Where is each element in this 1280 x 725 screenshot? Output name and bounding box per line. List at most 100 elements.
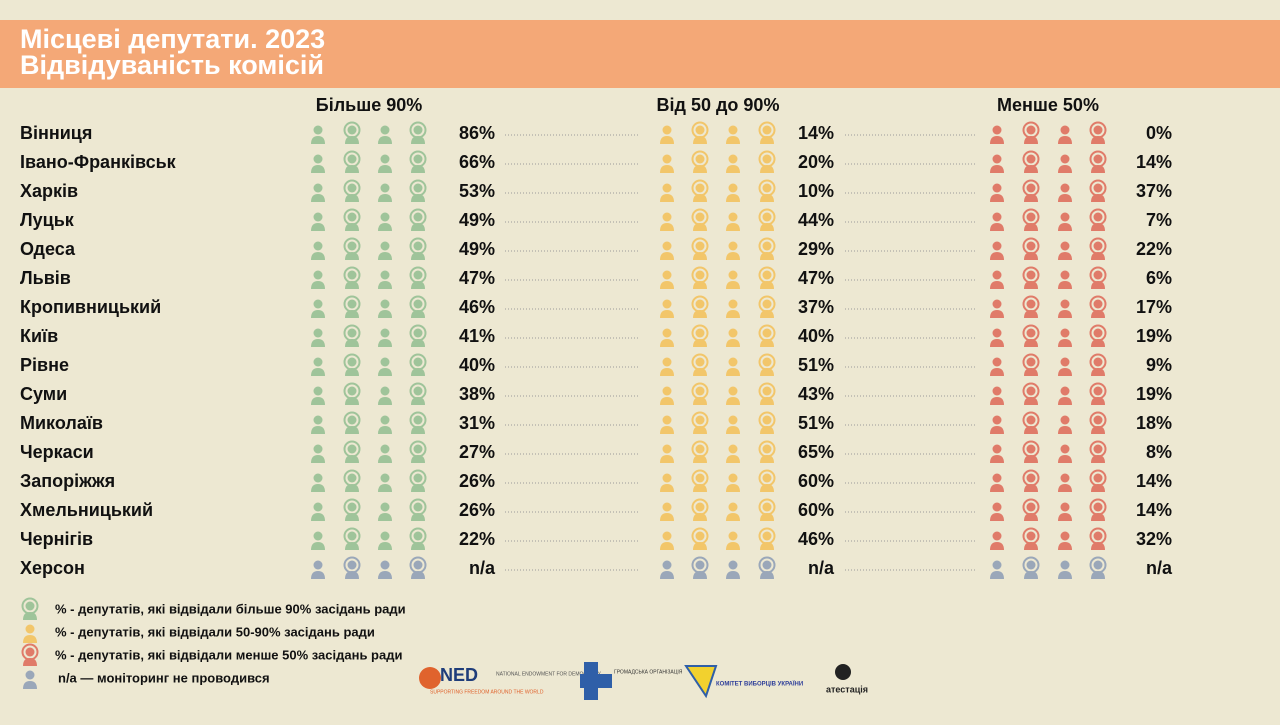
icon-head bbox=[1060, 125, 1070, 135]
person-icon bbox=[660, 444, 674, 463]
person-icon bbox=[726, 531, 740, 550]
icon-head bbox=[380, 270, 390, 280]
person-icon bbox=[660, 473, 674, 492]
icon-head bbox=[1093, 444, 1103, 454]
icon-head bbox=[1060, 415, 1070, 425]
icon-head bbox=[762, 299, 772, 309]
column-header: Менше 50% bbox=[997, 95, 1099, 115]
logo-cvu: КОМІТЕТ ВИБОРЦІВ УКРАЇНИ bbox=[716, 681, 803, 688]
person-icon bbox=[343, 237, 361, 260]
icon-body bbox=[1058, 165, 1072, 173]
icon-head bbox=[695, 183, 705, 193]
icon-head bbox=[762, 212, 772, 222]
person-icon bbox=[758, 295, 776, 318]
icon-head bbox=[1093, 328, 1103, 338]
person-icon bbox=[990, 560, 1004, 579]
icon-head bbox=[1026, 299, 1036, 309]
cell-value: 8% bbox=[1146, 442, 1172, 462]
person-icon bbox=[409, 237, 427, 260]
person-icon bbox=[378, 183, 392, 202]
person-icon bbox=[343, 266, 361, 289]
person-icon bbox=[1089, 440, 1107, 463]
person-icon bbox=[1089, 266, 1107, 289]
person-icon bbox=[1089, 382, 1107, 405]
icon-body bbox=[726, 252, 740, 260]
icon-body bbox=[378, 484, 392, 492]
icon-head bbox=[762, 560, 772, 570]
cell-value: 43% bbox=[798, 384, 834, 404]
icon-body bbox=[411, 484, 425, 492]
icon-head bbox=[662, 386, 672, 396]
person-icon bbox=[311, 299, 325, 318]
icon-body bbox=[311, 513, 325, 521]
logo-ned: NED bbox=[440, 665, 478, 685]
person-icon bbox=[1022, 324, 1040, 347]
cell-value: 31% bbox=[459, 413, 495, 433]
icon-head bbox=[1093, 183, 1103, 193]
icon-head bbox=[762, 415, 772, 425]
icon-head bbox=[1026, 386, 1036, 396]
icon-body bbox=[990, 165, 1004, 173]
cell-value: 49% bbox=[459, 210, 495, 230]
icon-body bbox=[1058, 455, 1072, 463]
cell-value: 41% bbox=[459, 326, 495, 346]
cell-value: 26% bbox=[459, 500, 495, 520]
icon-body bbox=[1024, 223, 1038, 231]
icon-body bbox=[760, 136, 774, 144]
icon-body bbox=[760, 368, 774, 376]
icon-body bbox=[23, 612, 37, 620]
logo-att-mark bbox=[835, 664, 851, 680]
person-icon bbox=[691, 556, 709, 579]
person-icon bbox=[378, 502, 392, 521]
person-icon bbox=[409, 353, 427, 376]
icon-body bbox=[990, 542, 1004, 550]
person-icon bbox=[409, 295, 427, 318]
icon-body bbox=[411, 223, 425, 231]
icon-body bbox=[693, 397, 707, 405]
icon-head bbox=[347, 328, 357, 338]
icon-head bbox=[313, 473, 323, 483]
icon-body bbox=[311, 455, 325, 463]
title: Місцеві депутати. 2023 bbox=[20, 24, 325, 54]
person-icon bbox=[990, 328, 1004, 347]
cell-value: 14% bbox=[1136, 152, 1172, 172]
icon-head bbox=[762, 502, 772, 512]
cell-value: 49% bbox=[459, 239, 495, 259]
icon-body bbox=[1058, 281, 1072, 289]
person-icon bbox=[758, 179, 776, 202]
person-icon bbox=[660, 560, 674, 579]
icon-head bbox=[413, 241, 423, 251]
icon-body bbox=[345, 542, 359, 550]
cell-value: 53% bbox=[459, 181, 495, 201]
person-icon bbox=[758, 353, 776, 376]
person-icon bbox=[1089, 237, 1107, 260]
icon-body bbox=[345, 397, 359, 405]
icon-body bbox=[411, 310, 425, 318]
icon-body bbox=[693, 426, 707, 434]
cell-value: 46% bbox=[798, 529, 834, 549]
icon-head bbox=[695, 125, 705, 135]
icon-body bbox=[345, 194, 359, 202]
person-icon bbox=[1089, 121, 1107, 144]
icon-head bbox=[1093, 415, 1103, 425]
person-icon bbox=[990, 241, 1004, 260]
person-icon bbox=[343, 150, 361, 173]
icon-body bbox=[1058, 426, 1072, 434]
person-icon bbox=[1022, 556, 1040, 579]
icon-head bbox=[1060, 241, 1070, 251]
person-icon bbox=[409, 382, 427, 405]
person-icon bbox=[1022, 179, 1040, 202]
icon-head bbox=[992, 531, 1002, 541]
icon-body bbox=[1024, 397, 1038, 405]
icon-head bbox=[992, 154, 1002, 164]
person-icon bbox=[726, 415, 740, 434]
person-icon bbox=[990, 473, 1004, 492]
person-icon bbox=[343, 411, 361, 434]
icon-body bbox=[1091, 368, 1105, 376]
icon-body bbox=[23, 658, 37, 666]
icon-head bbox=[1093, 386, 1103, 396]
icon-body bbox=[411, 455, 425, 463]
person-icon bbox=[726, 357, 740, 376]
icon-head bbox=[695, 241, 705, 251]
person-icon bbox=[1058, 241, 1072, 260]
